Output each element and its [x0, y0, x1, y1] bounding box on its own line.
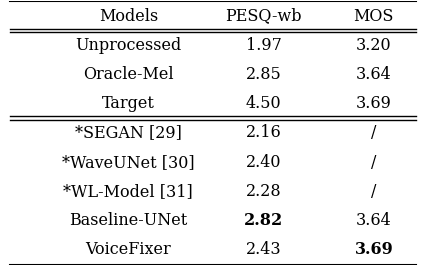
Text: /: / [371, 124, 377, 142]
Text: Baseline-UNet: Baseline-UNet [69, 212, 187, 229]
Text: 2.28: 2.28 [246, 183, 282, 200]
Text: /: / [371, 154, 377, 171]
Text: *WL-Model [31]: *WL-Model [31] [63, 183, 193, 200]
Text: 4.50: 4.50 [246, 95, 282, 112]
Text: 2.40: 2.40 [246, 154, 282, 171]
Text: *SEGAN [29]: *SEGAN [29] [75, 124, 182, 142]
Text: 2.85: 2.85 [246, 66, 282, 83]
Text: Oracle-Mel: Oracle-Mel [83, 66, 174, 83]
Text: 3.64: 3.64 [356, 66, 391, 83]
Text: Unprocessed: Unprocessed [75, 37, 181, 54]
Text: 2.82: 2.82 [244, 212, 283, 229]
Text: *WaveUNet [30]: *WaveUNet [30] [62, 154, 195, 171]
Text: Models: Models [99, 7, 158, 24]
Text: VoiceFixer: VoiceFixer [86, 242, 171, 259]
Text: 3.64: 3.64 [356, 212, 391, 229]
Text: 2.43: 2.43 [246, 242, 282, 259]
Text: 3.69: 3.69 [356, 95, 392, 112]
Text: MOS: MOS [354, 7, 394, 24]
Text: 3.69: 3.69 [354, 242, 393, 259]
Text: 3.20: 3.20 [356, 37, 391, 54]
Text: 2.16: 2.16 [246, 124, 282, 142]
Text: /: / [371, 183, 377, 200]
Text: 1.97: 1.97 [246, 37, 282, 54]
Text: PESQ-wb: PESQ-wb [225, 7, 302, 24]
Text: Target: Target [102, 95, 155, 112]
